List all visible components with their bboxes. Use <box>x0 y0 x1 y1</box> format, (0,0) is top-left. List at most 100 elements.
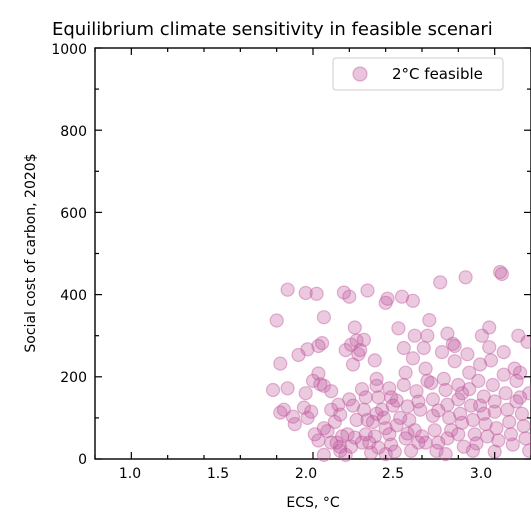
data-point <box>424 375 439 391</box>
data-point <box>345 398 361 413</box>
data-point <box>367 429 382 444</box>
data-point <box>460 347 475 362</box>
data-point <box>365 414 380 430</box>
data-point <box>371 440 386 455</box>
data-point <box>400 426 415 441</box>
y-tick-label: 200 <box>60 370 87 386</box>
data-point <box>402 412 417 428</box>
data-point <box>494 266 509 282</box>
data-point <box>487 394 502 409</box>
axis-ticks <box>94 47 531 460</box>
data-point <box>413 402 428 417</box>
data-point <box>469 436 484 451</box>
data-point <box>451 427 466 442</box>
data-point <box>342 392 357 407</box>
data-point <box>522 443 531 458</box>
data-point <box>500 402 515 417</box>
data-point <box>505 437 520 452</box>
data-point <box>411 394 426 409</box>
data-point <box>464 398 479 413</box>
plot-frame <box>94 47 531 460</box>
data-point <box>265 382 281 398</box>
data-point <box>298 285 313 301</box>
data-point <box>356 332 371 347</box>
data-point <box>335 429 350 444</box>
data-point <box>369 371 384 386</box>
y-tick-label: 400 <box>60 288 87 304</box>
data-point <box>480 429 495 444</box>
data-point <box>405 293 420 308</box>
y-tick-label: 800 <box>60 124 87 140</box>
data-point <box>514 406 530 421</box>
data-point <box>329 435 344 450</box>
data-point <box>378 295 393 310</box>
data-point <box>324 402 339 417</box>
y-tick-label: 1000 <box>51 42 87 58</box>
data-point <box>298 386 313 401</box>
x-tick-label: 2.0 <box>295 466 317 482</box>
data-point <box>440 431 455 446</box>
data-point <box>362 435 377 450</box>
data-point <box>280 282 295 297</box>
data-point <box>340 427 355 442</box>
data-point <box>483 353 499 368</box>
data-point <box>436 371 451 386</box>
data-point <box>280 381 295 396</box>
data-point <box>338 343 353 358</box>
data-point <box>320 424 335 439</box>
legend-label: 2°C feasible <box>392 65 483 83</box>
data-point <box>396 340 411 356</box>
data-point <box>405 351 420 366</box>
data-point <box>511 328 526 343</box>
data-point <box>438 447 453 462</box>
data-point <box>316 421 331 436</box>
data-point <box>503 427 519 442</box>
data-point <box>356 402 371 417</box>
legend: 2°C feasible <box>332 57 504 91</box>
data-point <box>273 405 288 420</box>
data-point <box>378 447 393 462</box>
data-point <box>344 439 359 454</box>
data-point <box>462 382 477 397</box>
data-point <box>367 353 382 368</box>
x-tick-label: 3.0 <box>470 466 492 482</box>
data-point <box>324 384 339 399</box>
data-point <box>351 347 366 362</box>
x-axis-label: ECS, °C <box>286 495 339 511</box>
data-point <box>418 361 433 376</box>
data-point <box>498 386 513 401</box>
data-point <box>276 402 291 417</box>
data-point <box>482 340 497 355</box>
data-point <box>384 390 399 405</box>
data-point <box>371 390 386 405</box>
data-point <box>493 264 508 280</box>
data-point <box>354 382 370 397</box>
x-tick-label: 2.5 <box>382 466 404 482</box>
data-point <box>354 435 370 450</box>
data-point <box>311 433 326 448</box>
data-point <box>311 338 326 354</box>
data-point <box>465 443 480 458</box>
data-point <box>394 289 410 304</box>
data-point <box>311 366 326 381</box>
data-point <box>418 435 433 450</box>
data-point <box>496 367 511 382</box>
data-point <box>404 443 419 458</box>
data-point <box>376 410 391 425</box>
data-point <box>433 275 448 290</box>
data-points <box>265 264 531 462</box>
data-point <box>512 390 528 405</box>
x-tick-label: 1.0 <box>119 466 141 482</box>
data-point <box>291 347 306 363</box>
data-point <box>427 423 442 438</box>
data-point <box>444 423 459 438</box>
data-point <box>467 427 482 442</box>
data-point <box>378 421 393 436</box>
data-point <box>520 334 531 349</box>
data-point <box>509 373 524 388</box>
data-point <box>462 365 477 380</box>
data-point <box>454 415 470 430</box>
data-point <box>316 378 331 393</box>
data-point <box>398 431 413 446</box>
data-point <box>305 373 321 388</box>
